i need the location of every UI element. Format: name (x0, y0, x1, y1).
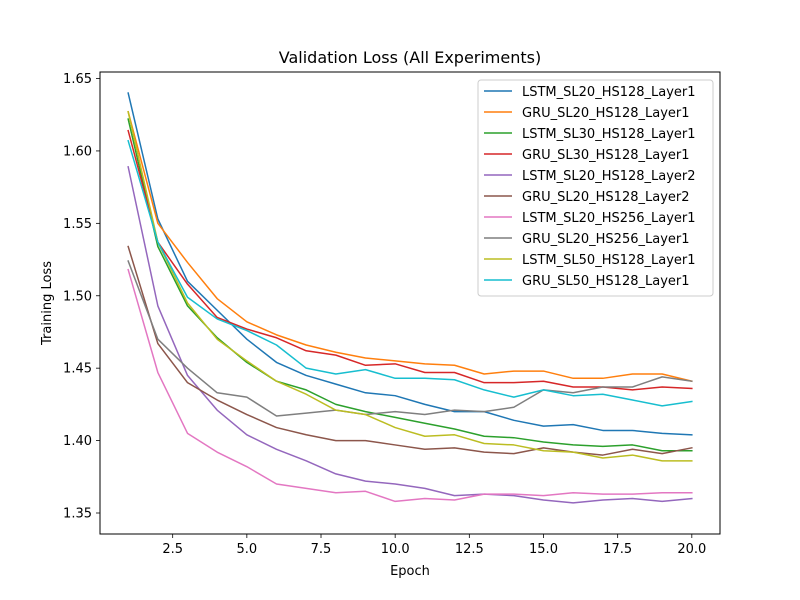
y-tick-label: 1.55 (63, 217, 92, 232)
x-tick-label: 20.0 (677, 542, 706, 557)
series-line-4 (127, 165, 693, 504)
x-tick-label: 7.5 (311, 542, 332, 557)
x-tick-label: 15.0 (529, 542, 558, 557)
x-tick-label: 2.5 (162, 542, 183, 557)
series-line-6 (127, 268, 693, 503)
series-line-9 (127, 139, 693, 407)
legend-label: GRU_SL20_HS256_Layer1 (522, 232, 690, 247)
y-tick-label: 1.65 (63, 72, 92, 87)
series-line-8 (127, 110, 693, 462)
x-tick-label: 17.5 (603, 542, 632, 557)
y-axis: 1.35 1.40 1.45 1.50 1.55 1.60 1.65 (63, 72, 100, 522)
y-tick-label: 1.35 (63, 507, 92, 522)
x-tick-label: 10.0 (381, 542, 410, 557)
series-line-5 (127, 245, 693, 456)
series-line-1 (127, 110, 693, 383)
legend-label: LSTM_SL50_HS128_Layer1 (522, 253, 696, 268)
series-layer (127, 92, 693, 504)
legend-box (477, 79, 714, 297)
series-line-7 (127, 260, 693, 417)
y-tick-label: 1.50 (63, 289, 92, 304)
series-line-3 (127, 129, 693, 391)
series-line-0 (127, 92, 693, 436)
legend-label: LSTM_SL30_HS128_Layer1 (522, 127, 696, 142)
x-axis-label: Epoch (390, 564, 430, 579)
x-axis: 2.5 5.0 7.5 10.0 12.5 15.0 17.5 20.0 (162, 534, 706, 557)
plot-frame (99, 71, 721, 535)
x-tick-label: 12.5 (455, 542, 484, 557)
legend-label: GRU_SL20_HS128_Layer2 (522, 190, 690, 205)
x-tick-label: 5.0 (236, 542, 257, 557)
y-tick-label: 1.60 (63, 144, 92, 159)
chart-title: Validation Loss (All Experiments) (279, 48, 541, 67)
legend-label: GRU_SL20_HS128_Layer1 (522, 106, 690, 121)
y-tick-label: 1.40 (63, 434, 92, 449)
legend: LSTM_SL20_HS128_Layer1 GRU_SL20_HS128_Lay… (477, 79, 714, 297)
legend-label: GRU_SL50_HS128_Layer1 (522, 274, 690, 289)
legend-label: LSTM_SL20_HS128_Layer1 (522, 85, 696, 100)
legend-label: GRU_SL30_HS128_Layer1 (522, 148, 690, 163)
y-axis-label: Training Loss (40, 261, 55, 346)
y-tick-label: 1.45 (63, 362, 92, 377)
series-line-2 (127, 118, 693, 452)
legend-label: LSTM_SL20_HS256_Layer1 (522, 211, 696, 226)
legend-label: LSTM_SL20_HS128_Layer2 (522, 169, 696, 184)
